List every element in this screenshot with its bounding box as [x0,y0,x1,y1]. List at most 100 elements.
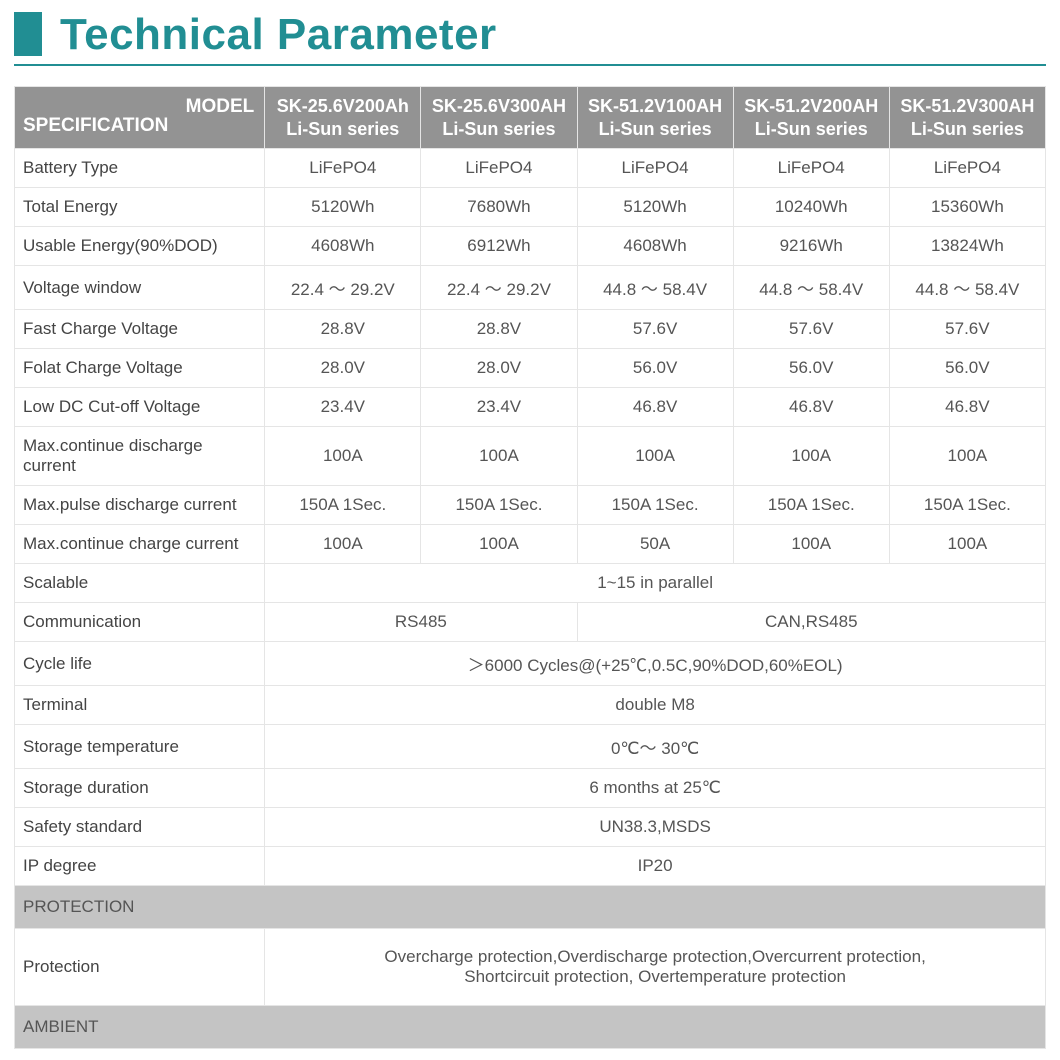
row-value: RS485 [265,603,577,642]
row-value: 0℃～ 30℃ [265,725,1046,769]
row-label: Safety standard [15,808,265,847]
table-row: Max.continue charge current100A100A50A10… [15,525,1046,564]
row-value: 13824Wh [889,227,1045,266]
row-label: Total Energy [15,188,265,227]
row-value: 15360Wh [889,188,1045,227]
row-label: Storage temperature [15,725,265,769]
row-value: UN38.3,MSDS [265,808,1046,847]
table-row: Battery TypeLiFePO4LiFePO4LiFePO4LiFePO4… [15,149,1046,188]
row-value: 23.4V [421,388,577,427]
table-row: ProtectionOvercharge protection,Overdisc… [15,929,1046,1006]
row-label: Cycle life [15,642,265,686]
row-value: 100A [733,525,889,564]
row-value: 100A [889,525,1045,564]
row-value: LiFePO4 [421,149,577,188]
row-label: Voltage window [15,266,265,310]
row-label: Storage duration [15,769,265,808]
row-label: Communication [15,603,265,642]
row-value: 150A 1Sec. [577,486,733,525]
row-value: 10240Wh [733,188,889,227]
header-spec-model: MODEL SPECIFICATION [15,87,265,149]
row-label: IP degree [15,847,265,886]
row-value: 28.0V [265,349,421,388]
row-value: ＞6000 Cycles@(+25℃,0.5C,90%DOD,60%EOL) [265,642,1046,686]
table-row: Voltage window22.4 ～ 29.2V22.4 ～ 29.2V44… [15,266,1046,310]
spec-table: MODEL SPECIFICATION SK-25.6V200AhLi-Sun … [14,86,1046,1049]
table-header: MODEL SPECIFICATION SK-25.6V200AhLi-Sun … [15,87,1046,149]
table-row: Terminaldouble M8 [15,686,1046,725]
row-value: 4608Wh [577,227,733,266]
row-value: 100A [577,427,733,486]
row-value: 100A [421,525,577,564]
row-value: double M8 [265,686,1046,725]
table-row: IP degreeIP20 [15,847,1046,886]
row-value: 9216Wh [733,227,889,266]
row-value: 150A 1Sec. [265,486,421,525]
model-label: MODEL [186,95,255,119]
row-value: 28.0V [421,349,577,388]
row-value: 5120Wh [577,188,733,227]
row-label: Usable Energy(90%DOD) [15,227,265,266]
row-value: LiFePO4 [733,149,889,188]
row-value: 57.6V [889,310,1045,349]
row-value: 7680Wh [421,188,577,227]
row-value: LiFePO4 [577,149,733,188]
section-header-protection: PROTECTION [15,886,1046,929]
row-label: Max.pulse discharge current [15,486,265,525]
row-value: Overcharge protection,Overdischarge prot… [265,929,1046,1006]
row-value: 28.8V [265,310,421,349]
row-value: 23.4V [265,388,421,427]
row-value: 100A [733,427,889,486]
title-wrap: Technical Parameter [14,10,1046,66]
row-value: 6 months at 25℃ [265,769,1046,808]
row-label: Folat Charge Voltage [15,349,265,388]
row-label: Terminal [15,686,265,725]
page-title: Technical Parameter [60,10,497,60]
table-row: Total Energy5120Wh7680Wh5120Wh10240Wh153… [15,188,1046,227]
row-value: 150A 1Sec. [889,486,1045,525]
row-value: 57.6V [577,310,733,349]
row-value: LiFePO4 [265,149,421,188]
row-label: Max.continue discharge current [15,427,265,486]
table-body: Battery TypeLiFePO4LiFePO4LiFePO4LiFePO4… [15,149,1046,1049]
row-value: 50A [577,525,733,564]
table-row: Scalable1~15 in parallel [15,564,1046,603]
row-label: Battery Type [15,149,265,188]
row-value: 56.0V [889,349,1045,388]
row-value: 1~15 in parallel [265,564,1046,603]
row-value: IP20 [265,847,1046,886]
row-value: 44.8 ～ 58.4V [733,266,889,310]
table-row: Storage temperature0℃～ 30℃ [15,725,1046,769]
table-row: Storage duration6 months at 25℃ [15,769,1046,808]
table-row: CommunicationRS485CAN,RS485 [15,603,1046,642]
table-row: Fast Charge Voltage28.8V28.8V57.6V57.6V5… [15,310,1046,349]
row-value: 56.0V [577,349,733,388]
row-value: 150A 1Sec. [733,486,889,525]
model-col-2: SK-51.2V100AHLi-Sun series [577,87,733,149]
table-row: Max.pulse discharge current150A 1Sec.150… [15,486,1046,525]
row-value: 46.8V [889,388,1045,427]
row-value: LiFePO4 [889,149,1045,188]
row-value: 4608Wh [265,227,421,266]
table-row: Usable Energy(90%DOD)4608Wh6912Wh4608Wh9… [15,227,1046,266]
row-value: 6912Wh [421,227,577,266]
row-value: 44.8 ～ 58.4V [577,266,733,310]
row-label: Max.continue charge current [15,525,265,564]
row-value: 28.8V [421,310,577,349]
row-value: 44.8 ～ 58.4V [889,266,1045,310]
row-value: 100A [265,525,421,564]
table-row: Folat Charge Voltage28.0V28.0V56.0V56.0V… [15,349,1046,388]
row-value: 5120Wh [265,188,421,227]
table-row: Low DC Cut-off Voltage23.4V23.4V46.8V46.… [15,388,1046,427]
row-label: Fast Charge Voltage [15,310,265,349]
table-row: Cycle life＞6000 Cycles@(+25℃,0.5C,90%DOD… [15,642,1046,686]
table-row: Safety standardUN38.3,MSDS [15,808,1046,847]
row-value: 56.0V [733,349,889,388]
row-value: 100A [889,427,1045,486]
page: Technical Parameter MODEL SPECIFICATION … [0,0,1060,1049]
row-value: 100A [421,427,577,486]
model-col-1: SK-25.6V300AHLi-Sun series [421,87,577,149]
model-col-4: SK-51.2V300AHLi-Sun series [889,87,1045,149]
row-value: CAN,RS485 [577,603,1045,642]
row-value: 100A [265,427,421,486]
